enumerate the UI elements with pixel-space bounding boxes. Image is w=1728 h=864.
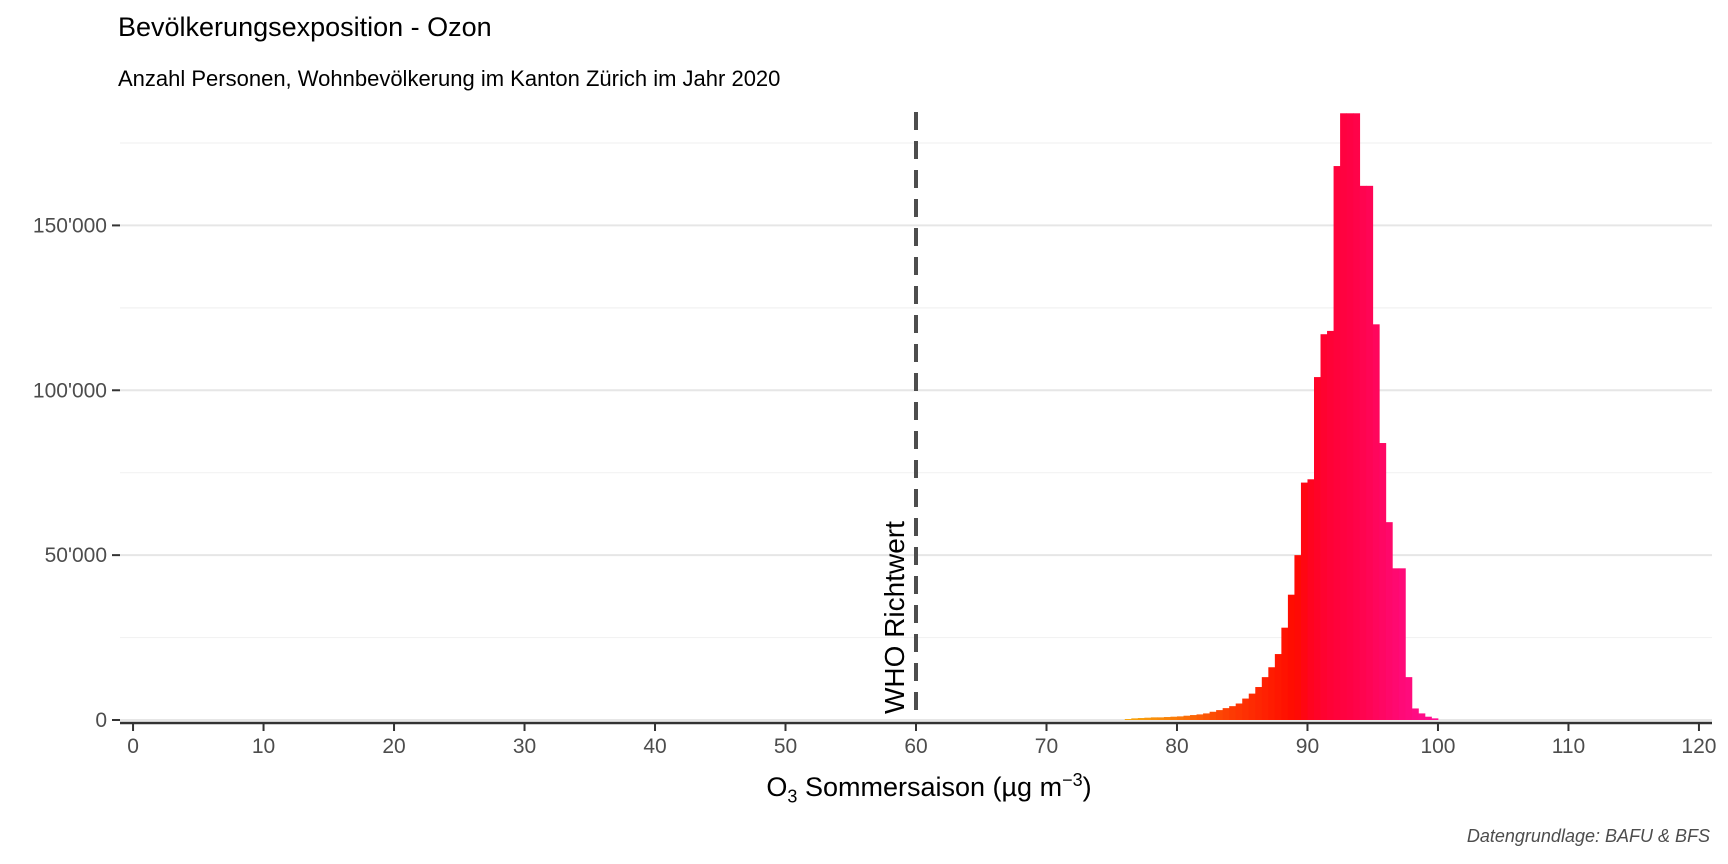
histogram-bar [1392, 568, 1400, 720]
x-axis-title: O3 Sommersaison (µg m−3) [0, 770, 1728, 807]
histogram-bar [1320, 334, 1328, 720]
histogram-bar [1261, 677, 1269, 720]
x-tick-label: 0 [127, 735, 139, 758]
y-tick-label: 50'000 [45, 544, 107, 567]
histogram-bar [1385, 522, 1393, 720]
x-tick-label: 60 [904, 735, 927, 758]
x-tick-label: 10 [252, 735, 275, 758]
histogram-bar [1248, 693, 1256, 720]
histogram-bar [1314, 377, 1321, 720]
histogram-bar [1255, 687, 1263, 720]
histogram-bar [1131, 718, 1139, 720]
histogram-bar [1287, 594, 1295, 720]
x-tick-label: 30 [513, 735, 536, 758]
x-tick-label: 50 [774, 735, 797, 758]
histogram-bar [1424, 716, 1432, 720]
histogram-bar [1216, 710, 1224, 720]
histogram-bar [1268, 667, 1276, 720]
histogram-bar [1242, 698, 1250, 720]
histogram-bar [1235, 703, 1243, 720]
x-axis-title-superscript: −3 [1062, 770, 1083, 790]
histogram-bar [1431, 718, 1439, 720]
x-tick-label: 40 [643, 735, 666, 758]
histogram-bar [1366, 185, 1374, 721]
x-tick-label: 20 [382, 735, 405, 758]
histogram-bar [1124, 719, 1132, 720]
chart-subtitle: Anzahl Personen, Wohnbevölkerung im Kant… [118, 66, 781, 91]
histogram-bar [1229, 706, 1237, 720]
chart-title: Bevölkerungsexposition - Ozon [118, 12, 492, 42]
axes: 0 50'000 100'000 150'000 0 10 20 30 40 50 60 70 80 90… [33, 214, 1717, 758]
x-tick-label: 90 [1296, 735, 1319, 758]
histogram-bar [1157, 717, 1165, 720]
histogram-bar [1203, 713, 1211, 720]
histogram-bar [1176, 716, 1184, 720]
histogram-bar [1372, 324, 1380, 720]
histogram-bar [1144, 717, 1152, 720]
histogram-bar [1300, 482, 1308, 720]
histogram-bar [1281, 627, 1289, 720]
histogram-bar [1405, 677, 1413, 720]
histogram-bar [1307, 479, 1315, 720]
histogram-bar [1294, 555, 1302, 720]
histogram-bar [1411, 708, 1419, 720]
reference-line-group: WHO Richtwert [879, 112, 918, 721]
bars [1124, 113, 1439, 721]
x-axis-title-rest: Sommersaison (µg m [797, 772, 1063, 802]
histogram-bar [1222, 708, 1230, 720]
histogram-bar [1209, 711, 1217, 720]
who-reference-label: WHO Richtwert [879, 521, 910, 714]
data-source-caption: Datengrundlage: BAFU & BFS [1466, 826, 1710, 846]
histogram-bar [1137, 718, 1145, 720]
histogram-bar [1170, 716, 1178, 720]
y-tick-label: 150'000 [33, 214, 107, 237]
x-axis-title-main: O [766, 772, 788, 802]
x-axis-title-subscript: 3 [787, 786, 798, 807]
histogram-bar [1327, 330, 1334, 720]
histogram-bar [1346, 113, 1354, 720]
histogram-bar [1398, 568, 1406, 720]
histogram-bar [1418, 713, 1426, 720]
histogram-bar [1353, 113, 1361, 720]
y-tick-label: 100'000 [33, 379, 107, 402]
histogram-bar [1333, 166, 1341, 720]
x-axis-title-close: ) [1082, 772, 1092, 802]
histogram-bar [1163, 717, 1171, 720]
histogram-bar [1359, 185, 1367, 721]
x-tick-label: 110 [1552, 735, 1585, 758]
x-tick-label: 70 [1035, 735, 1058, 758]
y-tick-label: 0 [95, 709, 107, 732]
histogram-bar [1196, 714, 1204, 720]
x-tick-label: 100 [1420, 735, 1455, 758]
x-tick-label: 120 [1681, 735, 1716, 758]
histogram-bar [1150, 717, 1158, 720]
x-tick-label: 80 [1165, 735, 1188, 758]
histogram-bar [1190, 715, 1197, 720]
histogram-bar [1340, 113, 1348, 720]
histogram-bar [1379, 443, 1387, 720]
histogram-bar [1274, 654, 1282, 720]
histogram-bar [1183, 715, 1191, 720]
